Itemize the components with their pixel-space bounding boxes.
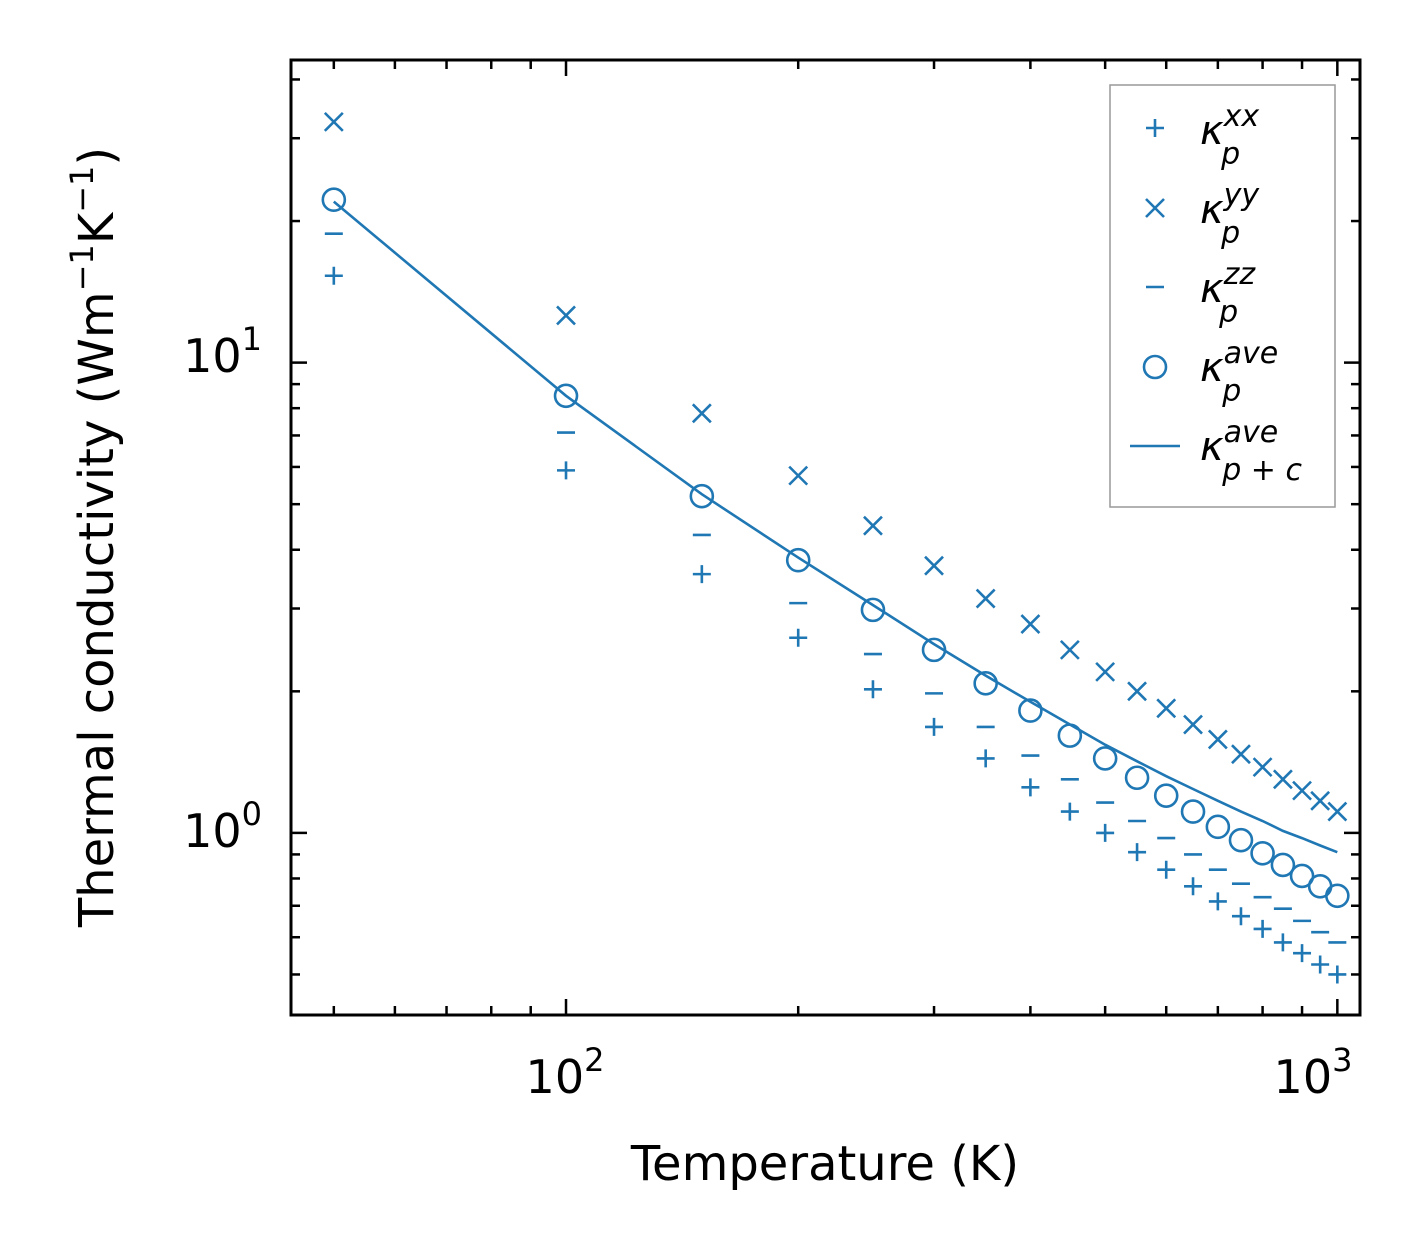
data-point-kappa_p_yy-400	[1020, 614, 1041, 634]
data-point-kappa_p_ave-100	[553, 383, 579, 409]
data-point-kappa_p_yy-900	[1292, 780, 1312, 801]
data-point-kappa_p_yy-650	[1183, 714, 1203, 735]
data-point-kappa_p_yy-700	[1207, 729, 1228, 750]
data-point-kappa_p_yy-350	[975, 588, 996, 609]
data-point-kappa_p_xx-300	[925, 717, 944, 736]
legend-box	[1109, 84, 1336, 508]
data-point-kappa_p_ave-250	[860, 597, 886, 623]
data-point-kappa_p_ave-600	[1153, 783, 1179, 808]
data-point-kappa_p_xx-600	[1157, 860, 1176, 879]
data-point-kappa_p_yy-150	[691, 403, 712, 424]
data-point-kappa_p_ave-550	[1124, 765, 1150, 791]
data-point-kappa_p_yy-300	[924, 555, 944, 576]
data-point-kappa_p_yy-450	[1059, 639, 1080, 660]
data-point-kappa_p_xx-450	[1060, 802, 1079, 821]
data-point-kappa_p_ave-700	[1205, 814, 1231, 840]
data-point-kappa_p_yy-800	[1252, 757, 1273, 778]
data-point-kappa_p_ave-150	[689, 483, 715, 509]
series-kappa_p_xx	[324, 266, 1347, 984]
data-point-kappa_p_yy-100	[556, 305, 576, 326]
data-point-kappa_p_xx-650	[1184, 877, 1203, 896]
legend-marker-kappa_p_yy	[1145, 198, 1165, 218]
data-point-kappa_p_yy-600	[1156, 698, 1177, 719]
data-point-kappa_p_ave-650	[1180, 799, 1206, 824]
series-kappa_p_yy	[323, 111, 1348, 822]
data-point-kappa_p_xx-100	[557, 461, 576, 480]
data-point-kappa_p_yy-50	[323, 111, 344, 132]
series-line-kappa_pc_ave	[332, 200, 1338, 854]
series-kappa_p_zz	[324, 232, 1347, 944]
legend-label-kappa-p-ave: κave p	[1200, 336, 1278, 409]
data-point-kappa_p_xx-1000	[1328, 965, 1347, 984]
data-point-kappa_p_ave-750	[1228, 827, 1254, 853]
data-point-kappa_p_yy-500	[1095, 661, 1116, 682]
data-point-kappa_p_ave-500	[1092, 746, 1118, 771]
data-point-kappa_p_ave-200	[785, 547, 811, 573]
data-point-kappa_p_xx-400	[1021, 778, 1040, 797]
y-tick-label-10: 101	[183, 320, 262, 383]
legend: κxx p κyy p κzz p κave p κave p + c	[1109, 84, 1336, 508]
data-point-kappa_p_xx-550	[1128, 843, 1147, 862]
y-axis-label: Thermal conductivity (Wm−1K−1)	[63, 147, 125, 928]
legend-label-kappa-p-yy: κyy p	[1200, 178, 1260, 251]
y-tick-label-1: 100	[183, 795, 262, 858]
data-point-kappa_p_ave-800	[1250, 840, 1275, 866]
data-point-kappa_p_ave-850	[1270, 852, 1296, 878]
data-point-kappa_p_ave-50	[321, 187, 347, 213]
data-point-kappa_p_yy-250	[863, 515, 883, 536]
data-point-kappa_p_xx-500	[1096, 823, 1115, 842]
data-point-kappa_p_ave-900	[1289, 863, 1315, 889]
plot-area	[321, 111, 1350, 984]
data-point-kappa_p_xx-900	[1293, 944, 1312, 963]
legend-label-kappa-p-zz: κzz p	[1200, 257, 1256, 330]
data-point-kappa_p_xx-850	[1273, 933, 1292, 952]
legend-label-kappa-pc-ave: κave p + c	[1200, 415, 1302, 488]
data-point-kappa_p_xx-950	[1311, 955, 1330, 974]
x-tick-label-100: 102	[526, 1041, 605, 1104]
major-ticks	[291, 60, 1360, 1015]
data-point-kappa_p_xx-250	[863, 680, 882, 699]
data-point-kappa_p_xx-150	[692, 565, 711, 584]
plot-frame	[289, 58, 1362, 1017]
data-point-kappa_p_xx-350	[976, 749, 995, 768]
x-tick-label-1000: 103	[1274, 1041, 1353, 1104]
x-axis-label: Temperature (K)	[630, 1136, 1019, 1192]
data-point-kappa_p_xx-800	[1253, 919, 1272, 938]
data-point-kappa_p_yy-850	[1272, 769, 1293, 790]
data-point-kappa_p_xx-50	[324, 266, 343, 285]
data-point-kappa_p_xx-700	[1208, 892, 1227, 911]
legend-markers	[1130, 119, 1180, 448]
series-kappa_pc_ave	[332, 200, 1338, 854]
data-point-kappa_p_yy-550	[1127, 681, 1147, 702]
data-point-kappa_p_yy-750	[1231, 744, 1251, 765]
data-point-kappa_p_yy-200	[788, 465, 809, 486]
data-point-kappa_p_xx-200	[789, 628, 808, 647]
data-point-kappa_p_ave-1000	[1325, 883, 1350, 909]
data-point-kappa_p_yy-950	[1310, 790, 1331, 811]
data-point-kappa_p_xx-750	[1231, 907, 1250, 926]
data-point-kappa_p_ave-400	[1018, 698, 1043, 723]
data-point-kappa_p_yy-1000	[1327, 801, 1348, 822]
legend-marker-kappa_p_xx	[1146, 119, 1164, 137]
legend-label-kappa-p-xx: κxx p	[1200, 99, 1259, 172]
legend-marker-kappa_p_ave	[1142, 354, 1168, 380]
